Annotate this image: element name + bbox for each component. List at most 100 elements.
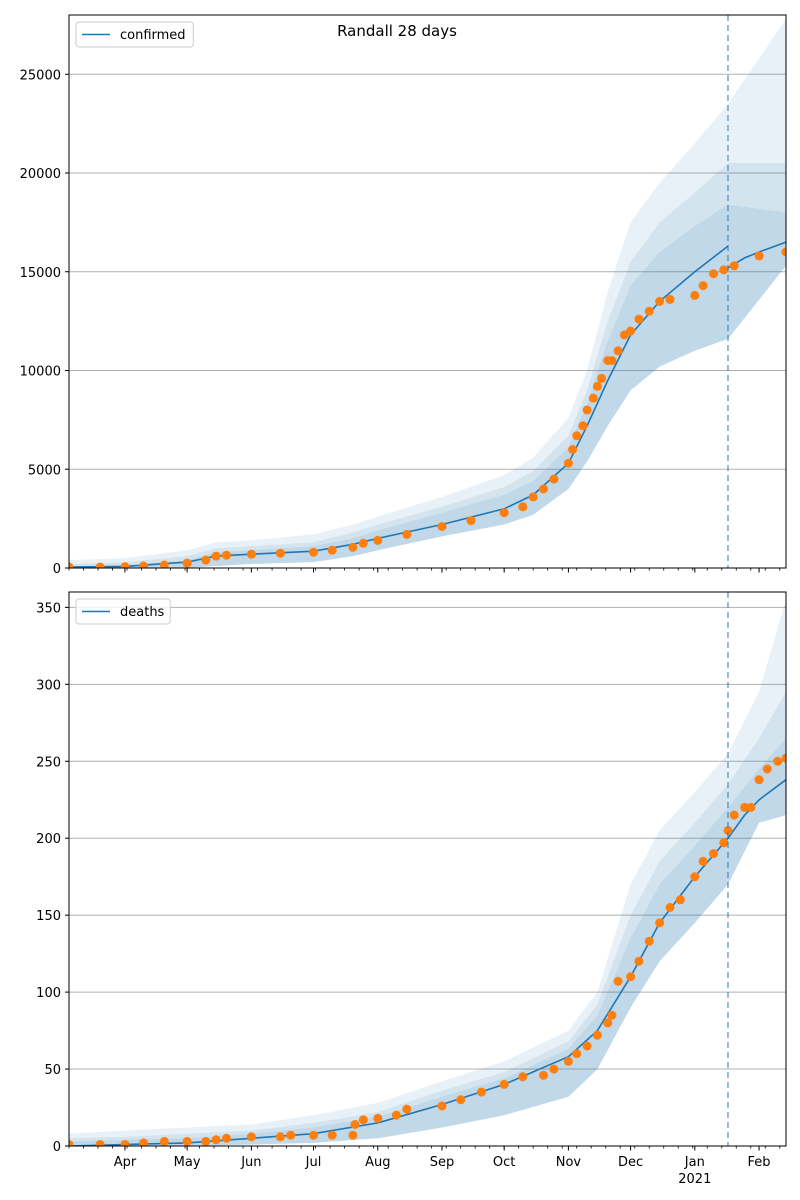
observed-point — [246, 1132, 256, 1142]
observed-point — [698, 856, 708, 866]
observed-point — [746, 802, 756, 812]
observed-point — [634, 956, 644, 966]
observed-point — [754, 775, 764, 785]
y-tick-label: 25000 — [20, 68, 61, 83]
observed-point — [592, 381, 602, 391]
observed-point — [582, 1041, 592, 1051]
observed-point — [754, 251, 764, 261]
observed-point — [723, 826, 733, 835]
x-tick-label: Oct — [493, 1155, 515, 1170]
observed-point — [539, 484, 548, 494]
observed-point — [95, 562, 105, 568]
observed-point — [572, 431, 582, 441]
observed-point — [655, 296, 665, 306]
observed-point — [528, 492, 538, 502]
observed-point — [139, 1138, 149, 1146]
observed-point — [358, 1115, 368, 1125]
observed-point — [456, 1095, 466, 1105]
chart-title: Randall 28 days — [337, 22, 457, 40]
observed-point — [402, 529, 412, 539]
observed-point — [655, 918, 665, 928]
observed-point — [391, 1110, 401, 1120]
observed-point — [719, 838, 729, 848]
observed-point — [563, 1056, 573, 1066]
confirmed-panel: 0 5000 10000 15000 20000 25000 confirmed — [20, 14, 787, 577]
observed-point — [607, 1010, 617, 1020]
observed-point — [437, 1101, 447, 1111]
deaths-panel: 0 50 100 150 200 250 300 350 Apr May Jun Jul Aug Sep O… — [36, 591, 787, 1187]
observed-point — [773, 756, 783, 766]
observed-point — [120, 1140, 130, 1146]
uncertainty-band — [69, 18, 786, 568]
uncertainty-band — [69, 738, 786, 1146]
observed-point — [373, 1113, 383, 1123]
y-tick-label: 50 — [44, 1063, 61, 1078]
observed-point — [549, 474, 559, 484]
observed-point — [518, 502, 528, 512]
x-tick-label: Jun — [240, 1155, 261, 1170]
observed-point — [350, 1120, 360, 1129]
observed-point — [211, 1135, 221, 1145]
y-tick-label: 15000 — [20, 266, 61, 281]
observed-point — [729, 810, 739, 820]
x-tick-label: Jan — [684, 1155, 705, 1170]
observed-point — [539, 1070, 548, 1080]
observed-point — [603, 1018, 613, 1028]
observed-point — [568, 445, 578, 454]
axes-frame — [68, 14, 787, 569]
observed-point — [275, 548, 285, 558]
observed-point — [597, 373, 607, 383]
observed-point — [518, 1072, 528, 1082]
x-tick-label: Nov — [556, 1155, 582, 1170]
observed-point — [309, 547, 318, 557]
observed-point — [95, 1140, 105, 1146]
plot-area — [69, 18, 786, 568]
observed-point — [499, 508, 509, 518]
observed-point — [607, 356, 617, 366]
x-tick-label: Jul — [305, 1155, 322, 1170]
observed-point — [358, 538, 368, 548]
y-tick-label: 5000 — [28, 463, 61, 478]
observed-point — [675, 895, 685, 905]
y-tick-label: 20000 — [20, 167, 61, 182]
observed-point — [69, 1140, 74, 1146]
observed-point — [709, 269, 718, 279]
observed-point — [402, 1104, 412, 1114]
y-tick-label: 100 — [36, 986, 61, 1001]
observed-point — [613, 976, 623, 986]
y-tick-label: 150 — [36, 909, 61, 924]
observed-point — [201, 1136, 211, 1146]
observed-point — [563, 458, 573, 468]
observed-point — [719, 265, 729, 275]
observed-point — [644, 306, 654, 316]
legend-box — [75, 21, 194, 48]
y-tick-label: 0 — [53, 562, 61, 577]
y-tick-label: 200 — [36, 832, 61, 847]
x-tick-label: Feb — [748, 1155, 771, 1170]
x-tick-label: Dec — [618, 1155, 643, 1170]
legend-label: confirmed — [120, 28, 186, 43]
observed-point — [499, 1079, 509, 1089]
observed-point — [348, 1130, 358, 1140]
observed-point — [466, 516, 476, 526]
x-tick-label: Apr — [114, 1155, 137, 1170]
observed-point — [572, 1049, 582, 1059]
observed-point — [582, 405, 592, 415]
x-tick-label: May — [174, 1155, 201, 1170]
observed-point — [327, 545, 337, 555]
y-tick-label: 0 — [53, 1140, 61, 1155]
legend-box — [75, 598, 171, 625]
observed-point — [740, 802, 750, 812]
observed-point — [373, 535, 383, 545]
observed-point — [665, 294, 675, 304]
y-tick-label: 10000 — [20, 365, 61, 380]
observed-point — [698, 281, 708, 291]
observed-point — [437, 522, 447, 531]
observed-point — [578, 421, 588, 431]
observed-point — [159, 1136, 169, 1146]
plot-area — [69, 599, 786, 1146]
uncertainty-band — [69, 163, 786, 568]
observed-point — [222, 1133, 231, 1143]
observed-point — [211, 551, 221, 561]
observed-point — [626, 972, 636, 982]
